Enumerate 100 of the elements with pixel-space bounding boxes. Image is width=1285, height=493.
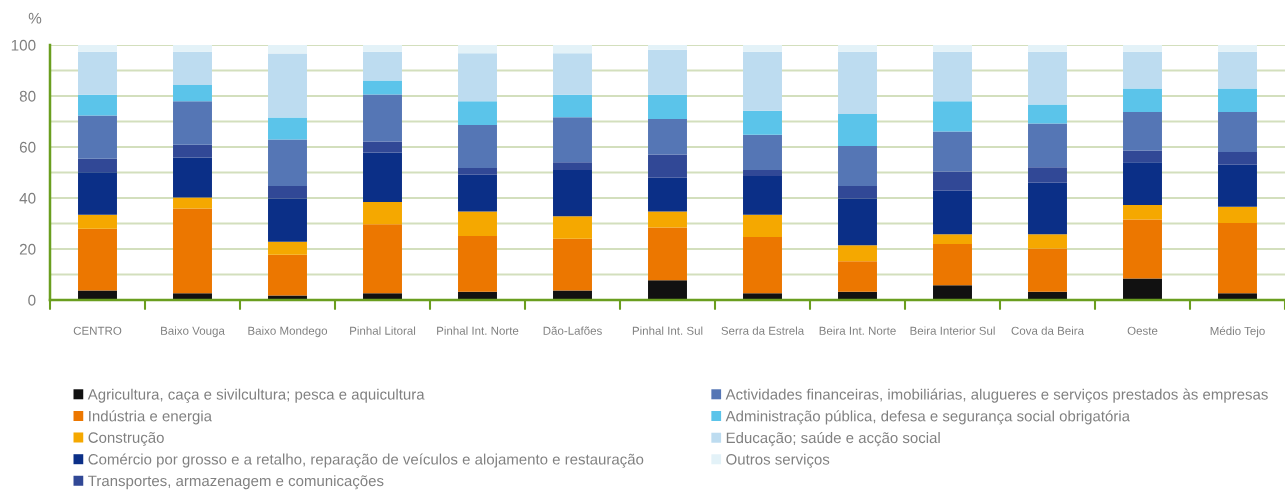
bar [648, 211, 687, 228]
bar [1218, 222, 1257, 294]
bar [173, 45, 212, 52]
bar [268, 53, 307, 118]
bar [553, 53, 592, 95]
bar [458, 53, 497, 102]
bar [838, 261, 877, 292]
y-tick-label: 100 [11, 39, 36, 51]
bar [838, 114, 877, 146]
bar [1218, 112, 1257, 153]
bar [838, 145, 877, 187]
bar [933, 285, 972, 300]
legend-label: Comércio por grosso e a retalho, reparação de veículos e alojamento e restauração [88, 453, 644, 468]
bar [648, 49, 687, 95]
bar [268, 241, 307, 255]
bar [743, 110, 782, 135]
bar [268, 198, 307, 242]
bar [743, 214, 782, 238]
bar [553, 162, 592, 170]
bar [648, 280, 687, 300]
y-axis-title: % [28, 12, 42, 24]
bar [648, 227, 687, 281]
legend-label: Actividades financeiras, imobiliárias, alugueres e serviços prestados às empresas [725, 388, 1268, 403]
bar [268, 254, 307, 296]
x-tick-label: Dão-Lafões [543, 326, 602, 335]
bar [363, 224, 402, 294]
bar [1218, 206, 1257, 223]
x-tick-label: Cova da Beira [1011, 326, 1085, 335]
bar [78, 214, 117, 229]
x-tick-label: Pinhal Litoral [350, 326, 416, 335]
bar [173, 144, 212, 158]
bar [1123, 278, 1162, 300]
bar [1028, 248, 1067, 292]
bar [1123, 150, 1162, 163]
bar [933, 190, 972, 235]
bar [268, 186, 307, 199]
bar [1028, 182, 1067, 235]
bar [1218, 51, 1257, 89]
bar [78, 94, 117, 116]
x-tick-label: Beira Interior Sul [910, 326, 995, 335]
x-tick-label: Beira Int. Norte [819, 326, 896, 335]
bar [1123, 112, 1162, 151]
x-tick-label: Médio Tejo [1210, 326, 1265, 338]
bar [1028, 45, 1067, 52]
legend-label: Administração pública, defesa e segurança social obrigatória [725, 410, 1130, 425]
bar [173, 101, 212, 145]
bar [458, 236, 497, 292]
x-tick-label: Pinhal Int. Norte [437, 326, 519, 335]
bar [1028, 104, 1067, 124]
bar [933, 45, 972, 52]
bar [1218, 164, 1257, 207]
bar [458, 174, 497, 212]
bar [743, 169, 782, 177]
bar [1123, 204, 1162, 220]
bar [838, 245, 877, 262]
bar [933, 101, 972, 132]
bar [743, 45, 782, 52]
legend-label: Indústria e energia [89, 410, 212, 425]
bar [173, 293, 212, 300]
y-tick-label: 0 [28, 294, 36, 306]
bar [173, 157, 212, 198]
y-tick-label: 40 [19, 192, 36, 204]
y-tick-label: 20 [19, 243, 36, 255]
bar [743, 134, 782, 170]
x-tick-label: Serra da Estrela [721, 326, 805, 335]
bar [553, 94, 592, 118]
bar [173, 51, 212, 86]
bar [1028, 51, 1067, 105]
bar [78, 172, 117, 215]
bar [1123, 45, 1162, 52]
bar [1123, 88, 1162, 113]
bar [553, 238, 592, 291]
bar [363, 80, 402, 95]
bar [648, 94, 687, 119]
bar [933, 243, 972, 286]
bar [933, 131, 972, 172]
bar [363, 94, 402, 142]
bar [743, 293, 782, 300]
bar [363, 293, 402, 300]
bar [363, 51, 402, 81]
bar [363, 152, 402, 203]
bar [553, 117, 592, 163]
bar [1218, 293, 1257, 300]
bar [1123, 162, 1162, 205]
bar [648, 177, 687, 212]
bar [458, 125, 497, 168]
bar [268, 45, 307, 54]
bar [268, 117, 307, 140]
legend-label: Agricultura, caça e sivilcultura; pesca e aquicultura [87, 388, 425, 403]
legend-label: Educação; saúde e acção social [726, 431, 940, 447]
bar [363, 202, 402, 225]
bar [363, 45, 402, 52]
legend-label: Outros serviços [726, 453, 830, 468]
bar [458, 211, 497, 236]
bar [78, 51, 117, 95]
bar [648, 154, 687, 178]
bar [553, 216, 592, 239]
bar [268, 139, 307, 187]
bar [553, 169, 592, 217]
bar [553, 45, 592, 54]
